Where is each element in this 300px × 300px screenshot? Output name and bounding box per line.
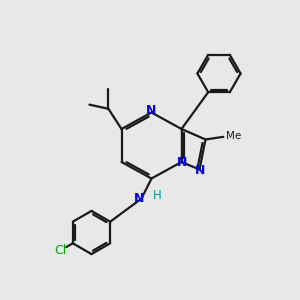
Text: N: N bbox=[146, 104, 157, 118]
Text: N: N bbox=[134, 192, 144, 205]
Text: H: H bbox=[153, 188, 162, 202]
Text: N: N bbox=[195, 164, 205, 177]
Text: N: N bbox=[177, 156, 187, 169]
Text: Me: Me bbox=[226, 131, 241, 141]
Text: Cl: Cl bbox=[55, 244, 67, 257]
